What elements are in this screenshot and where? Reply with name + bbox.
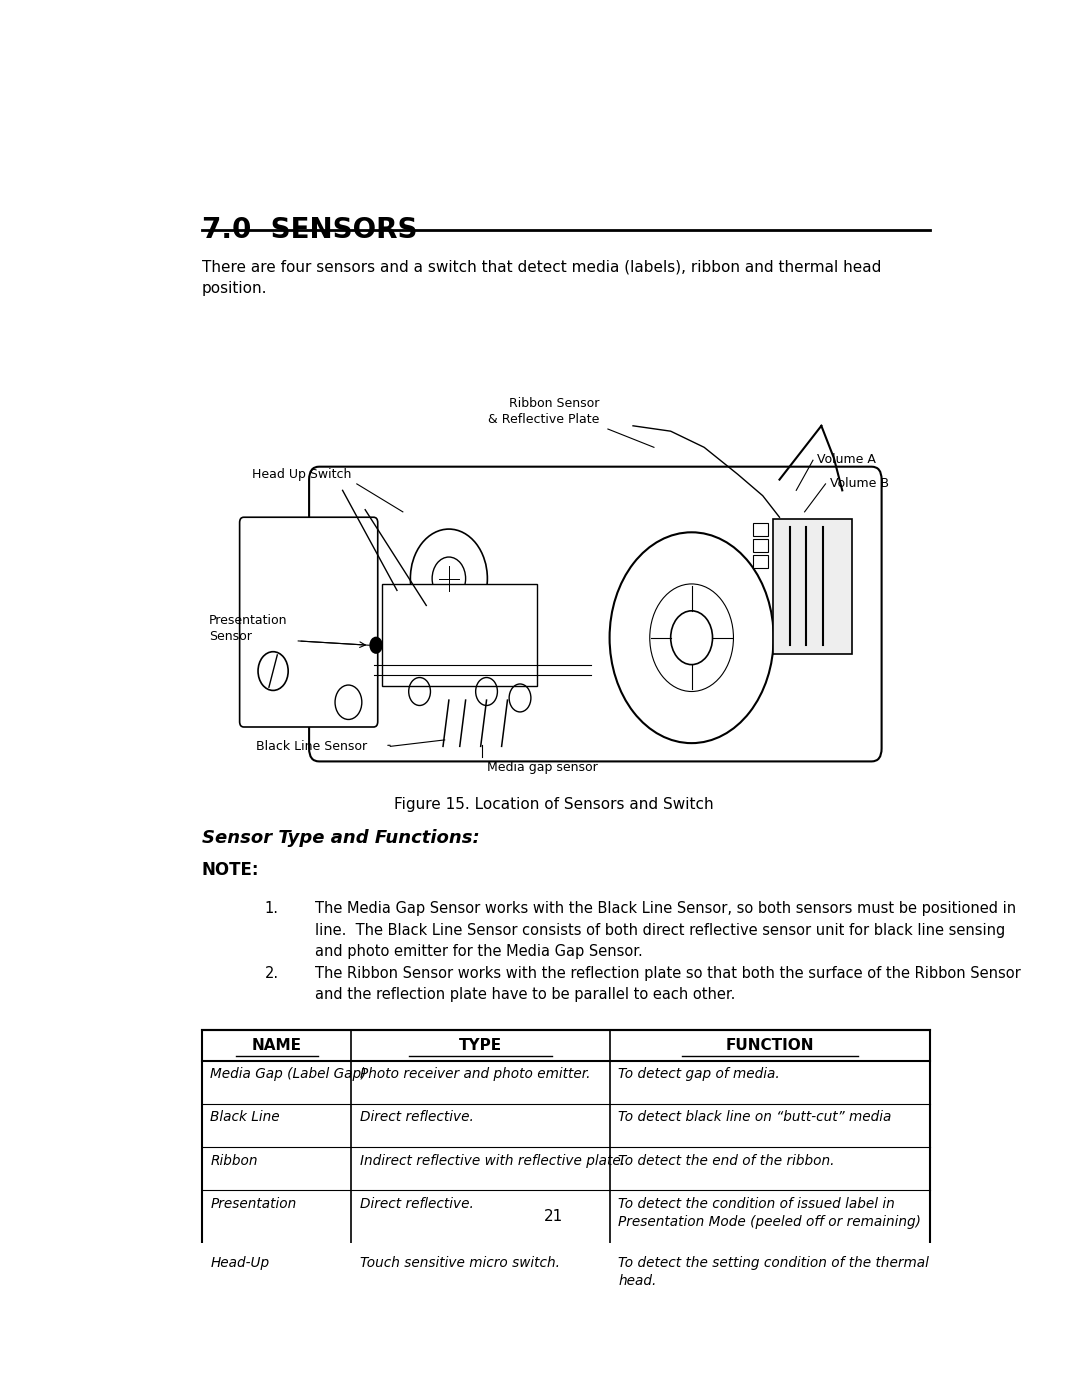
Text: Volume A: Volume A xyxy=(818,453,876,465)
Circle shape xyxy=(369,637,382,654)
Text: The Media Gap Sensor works with the Black Line Sensor, so both sensors must be p: The Media Gap Sensor works with the Blac… xyxy=(315,901,1016,960)
Text: To detect the setting condition of the thermal
head.: To detect the setting condition of the t… xyxy=(618,1256,929,1288)
Text: Presentation
Sensor: Presentation Sensor xyxy=(208,613,287,643)
Text: To detect the end of the ribbon.: To detect the end of the ribbon. xyxy=(618,1154,835,1168)
Text: Touch sensitive micro switch.: Touch sensitive micro switch. xyxy=(360,1256,559,1270)
Text: Black Line: Black Line xyxy=(211,1111,280,1125)
FancyBboxPatch shape xyxy=(309,467,881,761)
Bar xyxy=(753,522,768,535)
Text: NOTE:: NOTE: xyxy=(202,862,259,880)
Text: To detect black line on “butt-cut” media: To detect black line on “butt-cut” media xyxy=(618,1111,891,1125)
Text: Sensor Type and Functions:: Sensor Type and Functions: xyxy=(202,830,480,847)
Text: 1.: 1. xyxy=(265,901,279,916)
Text: NAME: NAME xyxy=(252,1038,301,1053)
Text: Presentation: Presentation xyxy=(211,1197,297,1211)
Bar xyxy=(773,520,852,654)
Text: Direct reflective.: Direct reflective. xyxy=(360,1197,473,1211)
Text: To detect the condition of issued label in
Presentation Mode (peeled off or rema: To detect the condition of issued label … xyxy=(618,1197,921,1229)
Text: Ribbon Sensor
& Reflective Plate: Ribbon Sensor & Reflective Plate xyxy=(488,397,599,426)
Text: Head Up Switch: Head Up Switch xyxy=(252,468,351,481)
Text: Black Line Sensor: Black Line Sensor xyxy=(256,740,367,753)
Text: Figure 15. Location of Sensors and Switch: Figure 15. Location of Sensors and Switc… xyxy=(394,796,713,812)
Text: 21: 21 xyxy=(544,1208,563,1224)
Bar xyxy=(753,539,768,552)
Text: To detect gap of media.: To detect gap of media. xyxy=(618,1067,780,1081)
Bar xyxy=(382,584,537,686)
Text: Ribbon: Ribbon xyxy=(211,1154,258,1168)
Text: TYPE: TYPE xyxy=(459,1038,502,1053)
Text: The Ribbon Sensor works with the reflection plate so that both the surface of th: The Ribbon Sensor works with the reflect… xyxy=(315,965,1021,1003)
Bar xyxy=(202,1031,930,1309)
Text: Head-Up: Head-Up xyxy=(211,1256,269,1270)
FancyBboxPatch shape xyxy=(240,517,378,726)
Text: Direct reflective.: Direct reflective. xyxy=(360,1111,473,1125)
Bar xyxy=(753,555,768,567)
Text: FUNCTION: FUNCTION xyxy=(726,1038,814,1053)
Text: 7.0  SENSORS: 7.0 SENSORS xyxy=(202,217,418,244)
Text: 2.: 2. xyxy=(265,965,279,981)
Text: Volume B: Volume B xyxy=(829,478,889,490)
Text: There are four sensors and a switch that detect media (labels), ribbon and therm: There are four sensors and a switch that… xyxy=(202,258,881,296)
Text: Indirect reflective with reflective plate.: Indirect reflective with reflective plat… xyxy=(360,1154,624,1168)
Text: Photo receiver and photo emitter.: Photo receiver and photo emitter. xyxy=(360,1067,590,1081)
Text: Media Gap (Label Gap): Media Gap (Label Gap) xyxy=(211,1067,367,1081)
Text: Media gap sensor: Media gap sensor xyxy=(486,761,597,774)
